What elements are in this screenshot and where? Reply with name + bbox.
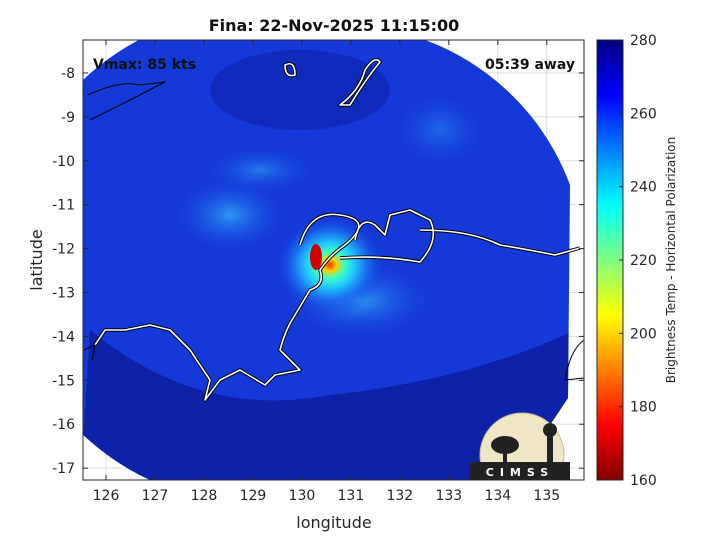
map-area: CIMSS <box>83 40 584 480</box>
plot-title: Fina: 22-Nov-2025 11:15:00 <box>209 16 460 35</box>
y-tick-label: -13 <box>52 285 75 301</box>
y-tick-label: -14 <box>52 329 75 345</box>
y-tick-label: -9 <box>61 110 75 126</box>
axes-box <box>82 39 585 481</box>
y-tick-label: -11 <box>52 198 75 214</box>
y-tick-label: -17 <box>52 461 75 477</box>
y-tick-label: -16 <box>52 417 75 433</box>
cimss-logo: CIMSS <box>470 412 570 480</box>
storm-eyewall <box>275 215 385 315</box>
x-tick-label: 134 <box>484 488 511 504</box>
colorbar-tick-label: 280 <box>630 33 657 49</box>
colorbar-tick-label: 180 <box>630 400 657 416</box>
x-tick-label: 135 <box>533 488 560 504</box>
x-tick-label: 133 <box>435 488 462 504</box>
colorbar-tick-label: 220 <box>630 253 657 269</box>
vmax-label: Vmax: 85 kts <box>93 57 196 73</box>
y-tick-label: -12 <box>52 242 75 258</box>
y-tick-label: -15 <box>52 373 75 389</box>
x-axis-label: longitude <box>296 513 371 532</box>
colorbar-tick-label: 240 <box>630 180 657 196</box>
colorbar-tick-label: 160 <box>630 473 657 489</box>
y-tick-label: -8 <box>61 66 75 82</box>
cimss-logo-text: CIMSS <box>486 466 554 479</box>
colorbar-tick-label: 200 <box>630 326 657 342</box>
x-tick-label: 131 <box>338 488 365 504</box>
x-tick-label: 130 <box>289 488 316 504</box>
y-tick-label: -10 <box>52 154 75 170</box>
coastlines <box>83 58 584 402</box>
x-tick-label: 128 <box>191 488 218 504</box>
x-tick-label: 127 <box>142 488 169 504</box>
x-tick-label: 129 <box>240 488 267 504</box>
time-away-label: 05:39 away <box>485 57 575 73</box>
x-tick-label: 126 <box>93 488 120 504</box>
colorbar <box>596 39 624 481</box>
colorbar-tick-label: 260 <box>630 106 657 122</box>
colorbar-label: Brightness Temp - Horizontal Polarizatio… <box>664 137 678 384</box>
axis-ticks: 126 127 128 129 130 131 132 133 134 135 -8 -9 -10 -11… <box>52 40 584 504</box>
x-tick-label: 132 <box>386 488 413 504</box>
colorbar-ticks: 160 180 200 220 240 260 280 <box>619 33 657 489</box>
y-axis-label: latitude <box>27 229 46 290</box>
